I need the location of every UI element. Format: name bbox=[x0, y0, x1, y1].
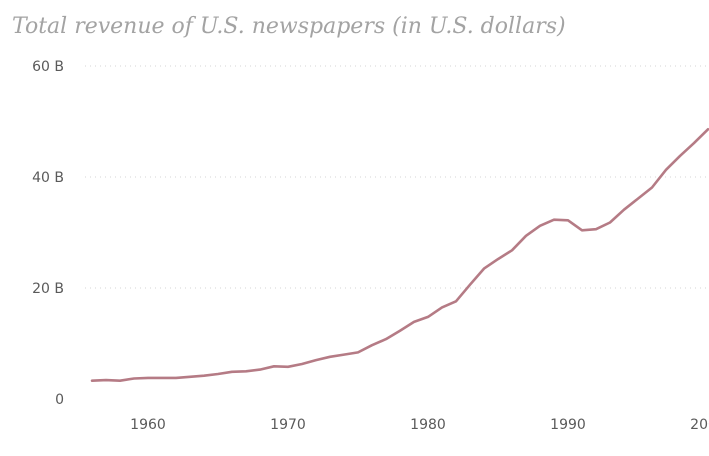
x-tick-label: 1960 bbox=[130, 417, 166, 433]
y-axis-tick-labels: 0 20 B 40 B 60 B bbox=[32, 59, 64, 408]
x-axis-tick-labels: 1960 1970 1980 1990 2000 bbox=[130, 417, 709, 433]
x-tick-label: 1970 bbox=[270, 417, 306, 433]
series-layer bbox=[90, 128, 709, 383]
y-tick-label: 20 B bbox=[32, 281, 64, 297]
chart-title: Total revenue of U.S. newspapers (in U.S… bbox=[12, 14, 566, 39]
y-tick-label: 0 bbox=[55, 392, 64, 408]
y-tick-label: 60 B bbox=[32, 59, 64, 75]
x-tick-label: 1990 bbox=[550, 417, 586, 433]
x-tick-label: 1980 bbox=[410, 417, 446, 433]
x-tick-label: 2000 bbox=[690, 417, 709, 433]
revenue-series-line bbox=[90, 128, 709, 383]
y-tick-label: 40 B bbox=[32, 170, 64, 186]
grid-lines bbox=[85, 65, 709, 289]
